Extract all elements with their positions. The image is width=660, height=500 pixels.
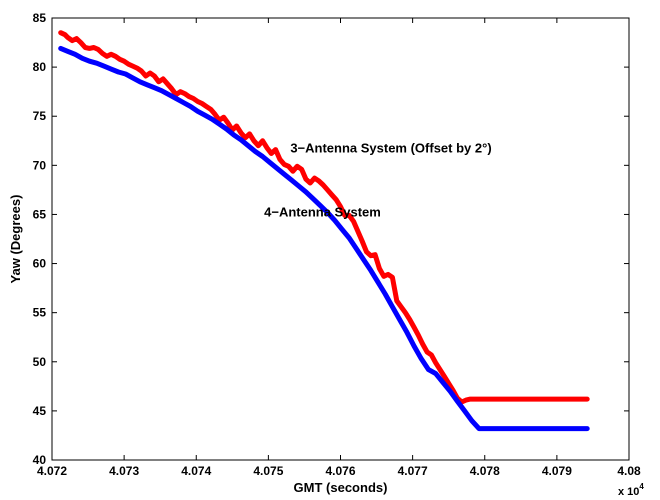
x-tick-label: 4.079 (542, 464, 572, 478)
annotation-1: 3−Antenna System (Offset by 2°) (290, 141, 491, 156)
y-axis-label: Yaw (Degrees) (8, 195, 23, 284)
annotations-layer: 3−Antenna System (Offset by 2°) 4−Antenna… (264, 141, 492, 220)
series-layer (58, 30, 590, 432)
x-axis-label: GMT (seconds) (294, 480, 388, 495)
x-tick-label: 4.08 (617, 464, 641, 478)
y-tick-label: 80 (33, 60, 47, 74)
series-line-2 (58, 45, 590, 432)
x-axis-ticks: 4.072 4.073 4.074 4.075 4.076 4.077 4.078 4.079… (37, 18, 641, 478)
x-tick-label: 4.075 (253, 464, 283, 478)
y-tick-label: 70 (33, 158, 47, 172)
y-tick-label: 75 (33, 109, 47, 123)
y-tick-label: 50 (33, 355, 47, 369)
annotation-2: 4−Antenna System (264, 204, 381, 219)
y-tick-label: 40 (33, 453, 47, 467)
x-tick-label: 4.078 (470, 464, 500, 478)
y-tick-label: 60 (33, 257, 47, 271)
y-tick-label: 65 (33, 207, 47, 221)
x-tick-label: 4.072 (37, 464, 67, 478)
x-axis-multiplier-exponent: 4 (639, 482, 644, 491)
x-axis-multiplier: x 104 (618, 482, 644, 498)
x-tick-label: 4.077 (398, 464, 428, 478)
series-line-1 (58, 30, 590, 405)
y-axis-ticks: 40 45 50 55 60 65 70 75 80 85 (33, 11, 629, 467)
x-tick-label: 4.076 (325, 464, 355, 478)
x-axis-multiplier-base: x 10 (618, 486, 639, 498)
y-tick-label: 55 (33, 306, 47, 320)
y-tick-label: 45 (33, 404, 47, 418)
x-tick-label: 4.073 (109, 464, 139, 478)
x-tick-label: 4.074 (181, 464, 211, 478)
y-tick-label: 85 (33, 11, 47, 25)
